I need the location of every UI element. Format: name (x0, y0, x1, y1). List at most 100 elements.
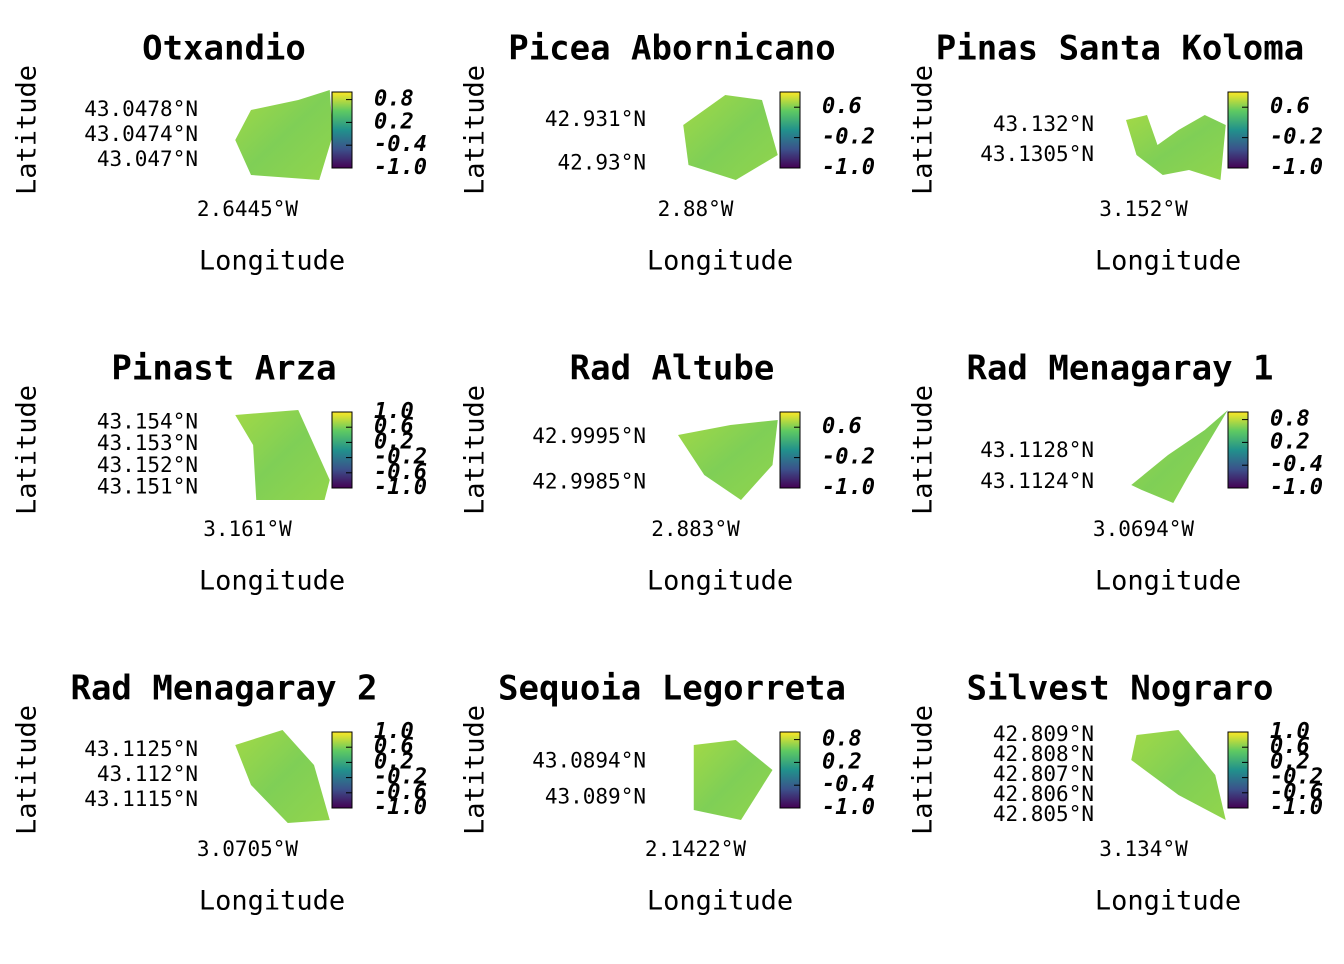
y-tick-label: 43.1124°N (980, 469, 1094, 493)
colorbar-tick-label: 0.6 (1270, 734, 1310, 759)
y-tick-label: 42.931°N (545, 107, 646, 131)
y-tick-label: 43.132°N (993, 112, 1094, 136)
panel-title: Rad Menagaray 2 (70, 669, 377, 709)
colorbar-tick-label: -1.0 (822, 475, 875, 500)
x-axis-label: Longitude (647, 246, 793, 277)
x-tick-label: 2.883°W (651, 517, 740, 541)
map-panel: Rad Altube Latitude Longitude 42.9995°N 42.9… (460, 349, 875, 597)
y-tick-label: 43.047°N (97, 147, 198, 171)
map-panel: Rad Menagaray 1 Latitude Longitude 43.1128°… (908, 349, 1323, 597)
y-axis-label: Latitude (908, 385, 939, 515)
x-axis-label: Longitude (1095, 886, 1241, 917)
y-tick-label: 43.1125°N (84, 737, 198, 761)
y-tick-label: 43.153°N (97, 431, 198, 455)
panel-title: Otxandio (142, 29, 306, 69)
y-tick-label: 42.806°N (993, 782, 1094, 806)
colorbar-tick-label: 0.8 (822, 727, 862, 752)
colorbar (779, 731, 801, 809)
y-tick-label: 42.807°N (993, 762, 1094, 786)
y-tick-label: 42.93°N (557, 150, 646, 174)
colorbar-tick-label: 0.6 (822, 94, 862, 119)
colorbar-tick-label: -0.4 (822, 772, 875, 797)
colorbar (779, 411, 801, 489)
map-panel: Silvest Nograro Latitude Longitude 42.809°N… (908, 669, 1323, 917)
x-tick-label: 3.0705°W (197, 837, 299, 861)
colorbar-tick-label: -0.2 (822, 445, 875, 470)
y-tick-label: 43.0474°N (84, 122, 198, 146)
colorbar-tick-label: -0.4 (1270, 452, 1323, 477)
y-tick-label: 43.089°N (545, 785, 646, 809)
colorbar-tick-label: -1.0 (1270, 155, 1323, 180)
field-raster (1126, 115, 1226, 180)
x-tick-label: 2.6445°W (197, 197, 299, 221)
colorbar (1227, 731, 1249, 809)
colorbar-tick-label: -0.6 (1270, 780, 1323, 805)
colorbar (1227, 91, 1249, 169)
field-raster (1131, 410, 1228, 503)
y-tick-label: 42.9985°N (532, 469, 646, 493)
colorbar-tick-label: -1.0 (822, 155, 875, 180)
colorbar-tick-label: 0.6 (822, 414, 862, 439)
colorbar-tick-label: -0.4 (374, 132, 427, 157)
colorbar-tick-label: -0.2 (1270, 125, 1323, 150)
colorbar-tick-label: -1.0 (374, 155, 427, 180)
colorbar-tick-label: -0.2 (822, 125, 875, 150)
panel-title: Pinas Santa Koloma (936, 29, 1304, 69)
y-tick-label: 43.1305°N (980, 142, 1094, 166)
colorbar-tick-label: -0.6 (374, 460, 427, 485)
colorbar-tick-label: -1.0 (822, 795, 875, 820)
y-tick-label: 43.152°N (97, 453, 198, 477)
x-tick-label: 3.0694°W (1093, 517, 1195, 541)
colorbar-tick-label: 1.0 (374, 719, 414, 744)
colorbar-tick-label: 1.0 (1270, 719, 1310, 744)
colorbar-tick-label: 0.2 (1270, 749, 1310, 774)
colorbar (1227, 411, 1249, 489)
colorbar-tick-label: 0.2 (374, 749, 414, 774)
panel-title: Silvest Nograro (966, 669, 1273, 709)
x-axis-label: Longitude (199, 246, 345, 277)
y-tick-label: 43.0894°N (532, 748, 646, 772)
y-tick-label: 43.1128°N (980, 438, 1094, 462)
y-axis-label: Latitude (908, 705, 939, 835)
field-raster (235, 410, 330, 500)
x-tick-label: 2.1422°W (645, 837, 747, 861)
colorbar (331, 731, 353, 809)
y-tick-label: 43.151°N (97, 475, 198, 499)
colorbar-tick-label: -1.0 (1270, 475, 1323, 500)
x-axis-label: Longitude (199, 886, 345, 917)
field-raster (683, 95, 778, 180)
y-axis-label: Latitude (460, 65, 491, 195)
x-axis-label: Longitude (647, 886, 793, 917)
colorbar-tick-label: -0.2 (374, 765, 427, 790)
y-axis-label: Latitude (908, 65, 939, 195)
map-panel: OtxandioLatitudeLongitude43.0478°N43.047… (12, 29, 427, 277)
x-tick-label: 3.152°W (1099, 197, 1188, 221)
y-axis-label: Latitude (12, 705, 43, 835)
y-tick-label: 43.112°N (97, 762, 198, 786)
colorbar-tick-label: -0.2 (374, 445, 427, 470)
panel-title: Rad Menagaray 1 (966, 349, 1273, 389)
colorbar-tick-label: 0.2 (822, 749, 862, 774)
y-tick-label: 42.809°N (993, 722, 1094, 746)
x-axis-label: Longitude (199, 566, 345, 597)
x-axis-label: Longitude (647, 566, 793, 597)
colorbar-tick-label: 0.2 (374, 429, 414, 454)
colorbar-tick-label: 0.6 (1270, 94, 1310, 119)
y-tick-label: 42.805°N (993, 802, 1094, 826)
colorbar-tick-label: 0.8 (374, 87, 414, 112)
colorbar-tick-label: 0.6 (374, 734, 414, 759)
colorbar (779, 91, 801, 169)
field-raster (678, 420, 778, 500)
colorbar-tick-label: -1.0 (374, 475, 427, 500)
y-tick-label: 43.154°N (97, 409, 198, 433)
x-tick-label: 2.88°W (658, 197, 734, 221)
y-tick-label: 43.0478°N (84, 97, 198, 121)
field-raster (1131, 730, 1226, 820)
colorbar-tick-label: 0.2 (374, 109, 414, 134)
panel-title: Pinast Arza (111, 349, 336, 389)
map-panel: Rad Menagaray 2 Latitude Longitude 43.1125°… (12, 669, 427, 917)
panel-title: Sequoia Legorreta (498, 669, 846, 709)
